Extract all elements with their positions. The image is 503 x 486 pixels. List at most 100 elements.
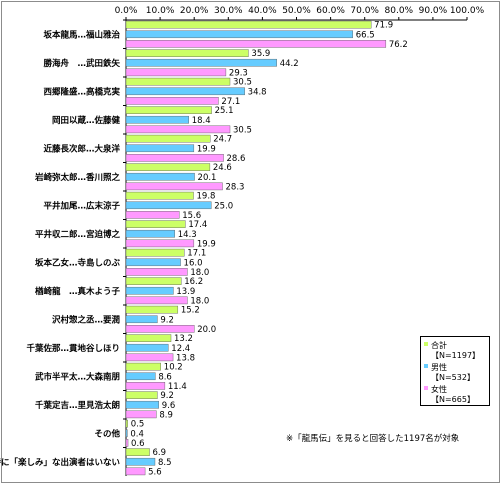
bar [125,87,245,96]
bar [125,115,189,124]
data-label: 25.0 [214,201,233,211]
data-label: 19.9 [197,239,216,249]
category-label: 岡田以蔵…佐藤健 [52,115,121,126]
data-label: 18.0 [190,268,209,278]
bar [125,277,182,285]
data-label: 11.4 [168,382,187,392]
bar [125,448,150,456]
bar [125,239,195,248]
data-label: 29.3 [229,68,248,78]
bar [125,97,219,105]
bar [125,106,212,114]
bar [125,457,156,466]
x-tick-label: 0.0% [115,6,138,16]
data-label: 10.2 [164,363,183,373]
data-label: 20.0 [197,325,216,335]
legend-item-male: 男性 【N=532】 [423,362,487,384]
legend-n-female: 【N=665】 [431,395,475,404]
bar [125,163,211,171]
data-label: 14.3 [178,230,197,240]
category-label: 平井加尾…広末涼子 [43,200,120,211]
bar [125,296,188,305]
data-label: 24.7 [213,135,232,145]
data-label: 13.2 [174,334,193,344]
category-label: 平井収二郎…宮迫博之 [35,229,121,240]
legend-swatch-female [424,386,428,390]
bar [125,154,224,162]
category-label: 特に「楽しみ」な出演者はいない [0,457,120,468]
x-tick-label: 10.0% [146,6,175,16]
category-label: 岩崎弥太郎…香川照之 [34,172,121,183]
data-label: 30.5 [233,78,252,88]
legend-swatch-male [424,364,428,368]
data-label: 15.2 [181,306,200,316]
data-label: 16.2 [184,277,203,287]
legend-item-female: 女性 【N=665】 [423,384,487,406]
data-label: 30.5 [233,125,252,135]
legend-item-total: 合計 【N=1197】 [423,340,487,362]
legend: 合計 【N=1197】 男性 【N=532】 女性 【N=665】 [420,336,490,406]
data-label: 28.6 [227,154,246,164]
data-label: 19.9 [197,144,216,154]
data-label: 19.8 [197,192,216,202]
category-label: 勝海舟 …武田鉄矢 [43,58,120,69]
bar [125,191,194,200]
x-tick-label: 70.0% [350,6,379,16]
bar [125,248,185,257]
bar [125,40,387,48]
data-label: 13.9 [176,287,195,297]
x-tick-label: 40.0% [248,6,277,16]
data-label: 8.6 [158,372,172,382]
bar [125,429,128,438]
category-label: 坂本龍馬…福山雅治 [43,29,120,40]
chart-note: ※「龍馬伝」を見ると回答した1197名が対象 [286,434,460,444]
data-label: 24.6 [213,163,232,173]
bar [125,467,146,476]
bar [125,382,166,390]
category-label: 千葉佐那…貫地谷しほり [26,343,120,354]
legend-swatch-total [424,342,428,346]
bar [125,172,195,181]
category-label: 近藤長次郎…大泉洋 [43,143,120,154]
x-tick-label: 50.0% [282,6,311,16]
bar [125,125,231,134]
category-label: その他 [94,428,120,439]
bar [125,400,159,409]
data-label: 13.8 [176,353,195,363]
data-label: 44.2 [280,59,299,69]
bar [125,134,211,143]
category-label: 坂本乙女…寺島しのぶ [35,257,121,268]
data-label: 9.2 [160,315,174,325]
data-label: 6.9 [153,448,167,458]
bar [125,58,277,67]
data-label: 5.6 [148,467,162,477]
data-label: 18.4 [192,116,211,126]
bar [125,20,372,29]
bar [125,410,157,419]
data-label: 66.5 [356,30,375,40]
bar [125,353,174,362]
bar [125,268,188,276]
bar [125,182,223,191]
bar [125,419,128,428]
legend-label-total: 合計 [431,341,447,350]
legend-n-male: 【N=532】 [431,373,475,382]
category-label: 武市半平太…大森南朋 [35,371,120,382]
data-label: 12.4 [171,344,190,354]
data-label: 0.4 [130,429,144,439]
category-label: 千葉定吉…里見浩太朗 [35,400,120,411]
x-tick-label: 100.0% [450,6,485,16]
bar [125,325,195,333]
bar [125,201,212,210]
data-label: 34.8 [248,87,267,97]
bar [125,30,353,39]
category-label: 楢崎龍 …真木よう子 [35,286,121,297]
data-label: 9.6 [162,401,176,411]
bar [125,211,180,219]
bar [125,305,179,314]
data-label: 35.9 [251,49,270,59]
bar [125,439,129,447]
bar [125,334,172,342]
x-tick-label: 60.0% [316,6,345,16]
